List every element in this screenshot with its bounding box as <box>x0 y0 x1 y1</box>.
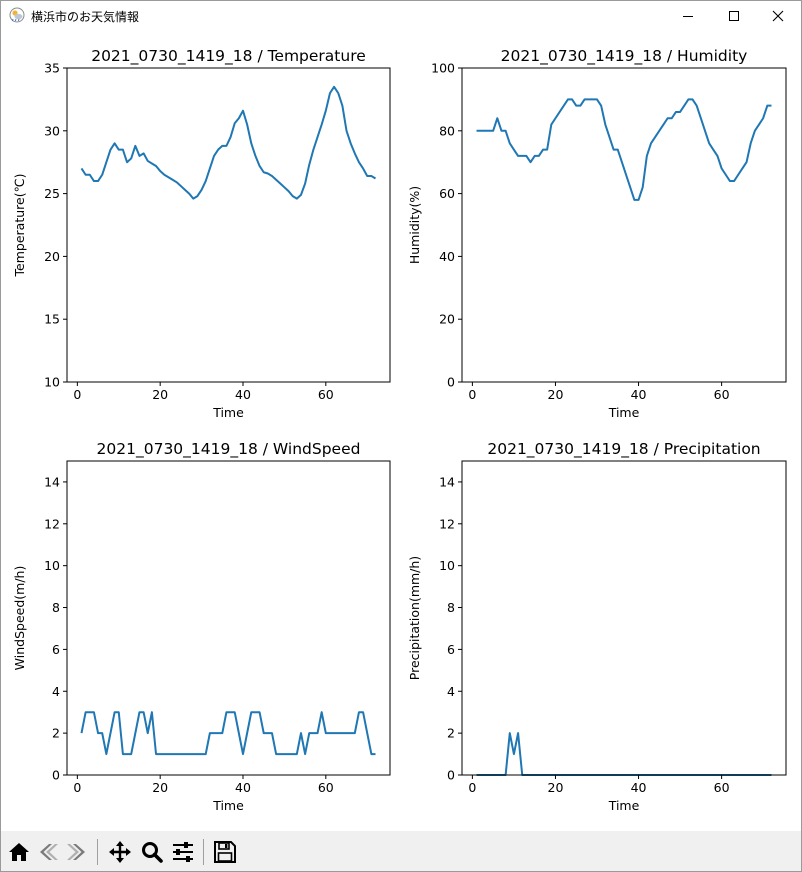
configure-subplots-button[interactable] <box>169 838 197 866</box>
subplot-1: 2021_0730_1419_18 / Temperature 0 20 40 60 10… <box>12 47 391 420</box>
arrow-right-icon <box>67 844 85 860</box>
y-tick-label: 10 <box>44 375 60 390</box>
chart-title: 2021_0730_1419_18 / WindSpeed <box>97 440 361 459</box>
x-tick-label: 60 <box>714 780 730 795</box>
x-tick-label: 0 <box>468 780 476 795</box>
series-line <box>80 711 376 756</box>
subplot-2: 2021_0730_1419_18 / Humidity 0 20 40 60 0 20 40… <box>407 47 787 420</box>
x-tick-label: 0 <box>73 387 81 402</box>
y-tick-label: 0 <box>447 375 455 390</box>
maximize-button[interactable] <box>711 1 757 31</box>
y-tick-label: 12 <box>439 516 455 531</box>
home-icon <box>9 843 29 861</box>
y-axis-label: WindSpeed(m/h) <box>12 566 27 671</box>
y-tick-label: 35 <box>44 61 60 76</box>
save-button[interactable] <box>211 838 239 866</box>
x-tick-label: 40 <box>235 387 251 402</box>
x-axis-label: Time <box>212 405 244 420</box>
y-tick-label: 14 <box>439 474 455 489</box>
series-line <box>476 732 772 776</box>
y-tick-label: 20 <box>439 312 455 327</box>
y-tick-label: 0 <box>447 768 455 783</box>
y-tick-label: 40 <box>439 249 455 264</box>
axes-frame <box>66 67 391 383</box>
magnifier-icon <box>142 842 163 863</box>
series-line <box>80 85 377 200</box>
y-tick-label: 12 <box>44 516 60 531</box>
y-tick-label: 4 <box>52 684 60 699</box>
floppy-disk-icon <box>214 841 236 863</box>
y-tick-label: 2 <box>447 726 455 741</box>
x-tick-label: 20 <box>548 387 564 402</box>
navigation-toolbar <box>1 831 801 871</box>
y-tick-label: 6 <box>52 642 60 657</box>
back-button[interactable] <box>34 838 62 866</box>
y-tick-label: 10 <box>44 558 60 573</box>
x-tick-label: 0 <box>73 780 81 795</box>
subplot-3: 2021_0730_1419_18 / WindSpeed 0 20 40 60 0 2 4 6… <box>12 440 391 813</box>
maximize-icon <box>729 11 739 21</box>
x-tick-label: 20 <box>152 780 168 795</box>
minimize-icon <box>683 16 693 17</box>
home-button[interactable] <box>5 838 33 866</box>
y-axis-label: Temperature(℃) <box>12 174 27 278</box>
x-axis-label: Time <box>608 405 640 420</box>
y-tick-label: 100 <box>431 61 455 76</box>
chart-title: 2021_0730_1419_18 / Temperature <box>91 47 366 66</box>
x-tick-label: 40 <box>631 780 647 795</box>
x-tick-label: 40 <box>631 387 647 402</box>
toolbar-separator <box>203 839 204 865</box>
y-tick-label: 0 <box>52 768 60 783</box>
arrow-left-icon <box>40 844 58 860</box>
y-tick-label: 80 <box>439 123 455 138</box>
x-tick-label: 60 <box>714 387 730 402</box>
title-bar[interactable]: 横浜市のお天気情報 <box>1 1 801 31</box>
forward-button[interactable] <box>63 838 91 866</box>
sliders-icon <box>173 842 193 862</box>
x-tick-label: 40 <box>235 780 251 795</box>
y-tick-label: 2 <box>52 726 60 741</box>
y-tick-label: 10 <box>439 558 455 573</box>
weather-app-icon <box>9 7 25 23</box>
y-tick-label: 20 <box>44 249 60 264</box>
y-tick-label: 8 <box>52 600 60 615</box>
y-tick-label: 4 <box>447 684 455 699</box>
x-tick-label: 0 <box>468 387 476 402</box>
y-tick-label: 14 <box>44 474 60 489</box>
y-tick-label: 8 <box>447 600 455 615</box>
y-tick-label: 25 <box>44 186 60 201</box>
y-axis-label: Precipitation(mm/h) <box>407 556 422 680</box>
x-tick-label: 20 <box>548 780 564 795</box>
window-title: 横浜市のお天気情報 <box>31 10 140 24</box>
chart-title: 2021_0730_1419_18 / Precipitation <box>487 440 760 459</box>
x-tick-label: 60 <box>318 387 334 402</box>
y-tick-label: 60 <box>439 186 455 201</box>
axes-frame <box>461 460 787 776</box>
axes-frame <box>461 67 787 383</box>
minimize-button[interactable] <box>665 1 711 31</box>
zoom-button[interactable] <box>138 838 166 866</box>
x-axis-label: Time <box>212 798 244 813</box>
close-icon <box>772 10 784 22</box>
series-line <box>476 98 772 201</box>
x-tick-label: 20 <box>152 387 168 402</box>
move-icon <box>109 841 131 863</box>
toolbar-separator <box>97 839 98 865</box>
y-tick-label: 30 <box>44 123 60 138</box>
axes-frame <box>66 460 391 776</box>
y-tick-label: 6 <box>447 642 455 657</box>
x-axis-label: Time <box>608 798 640 813</box>
x-tick-label: 60 <box>318 780 334 795</box>
close-button[interactable] <box>755 1 801 31</box>
y-tick-label: 15 <box>44 312 60 327</box>
pan-button[interactable] <box>106 838 134 866</box>
chart-title: 2021_0730_1419_18 / Humidity <box>501 47 748 66</box>
y-axis-label: Humidity(%) <box>407 186 422 264</box>
